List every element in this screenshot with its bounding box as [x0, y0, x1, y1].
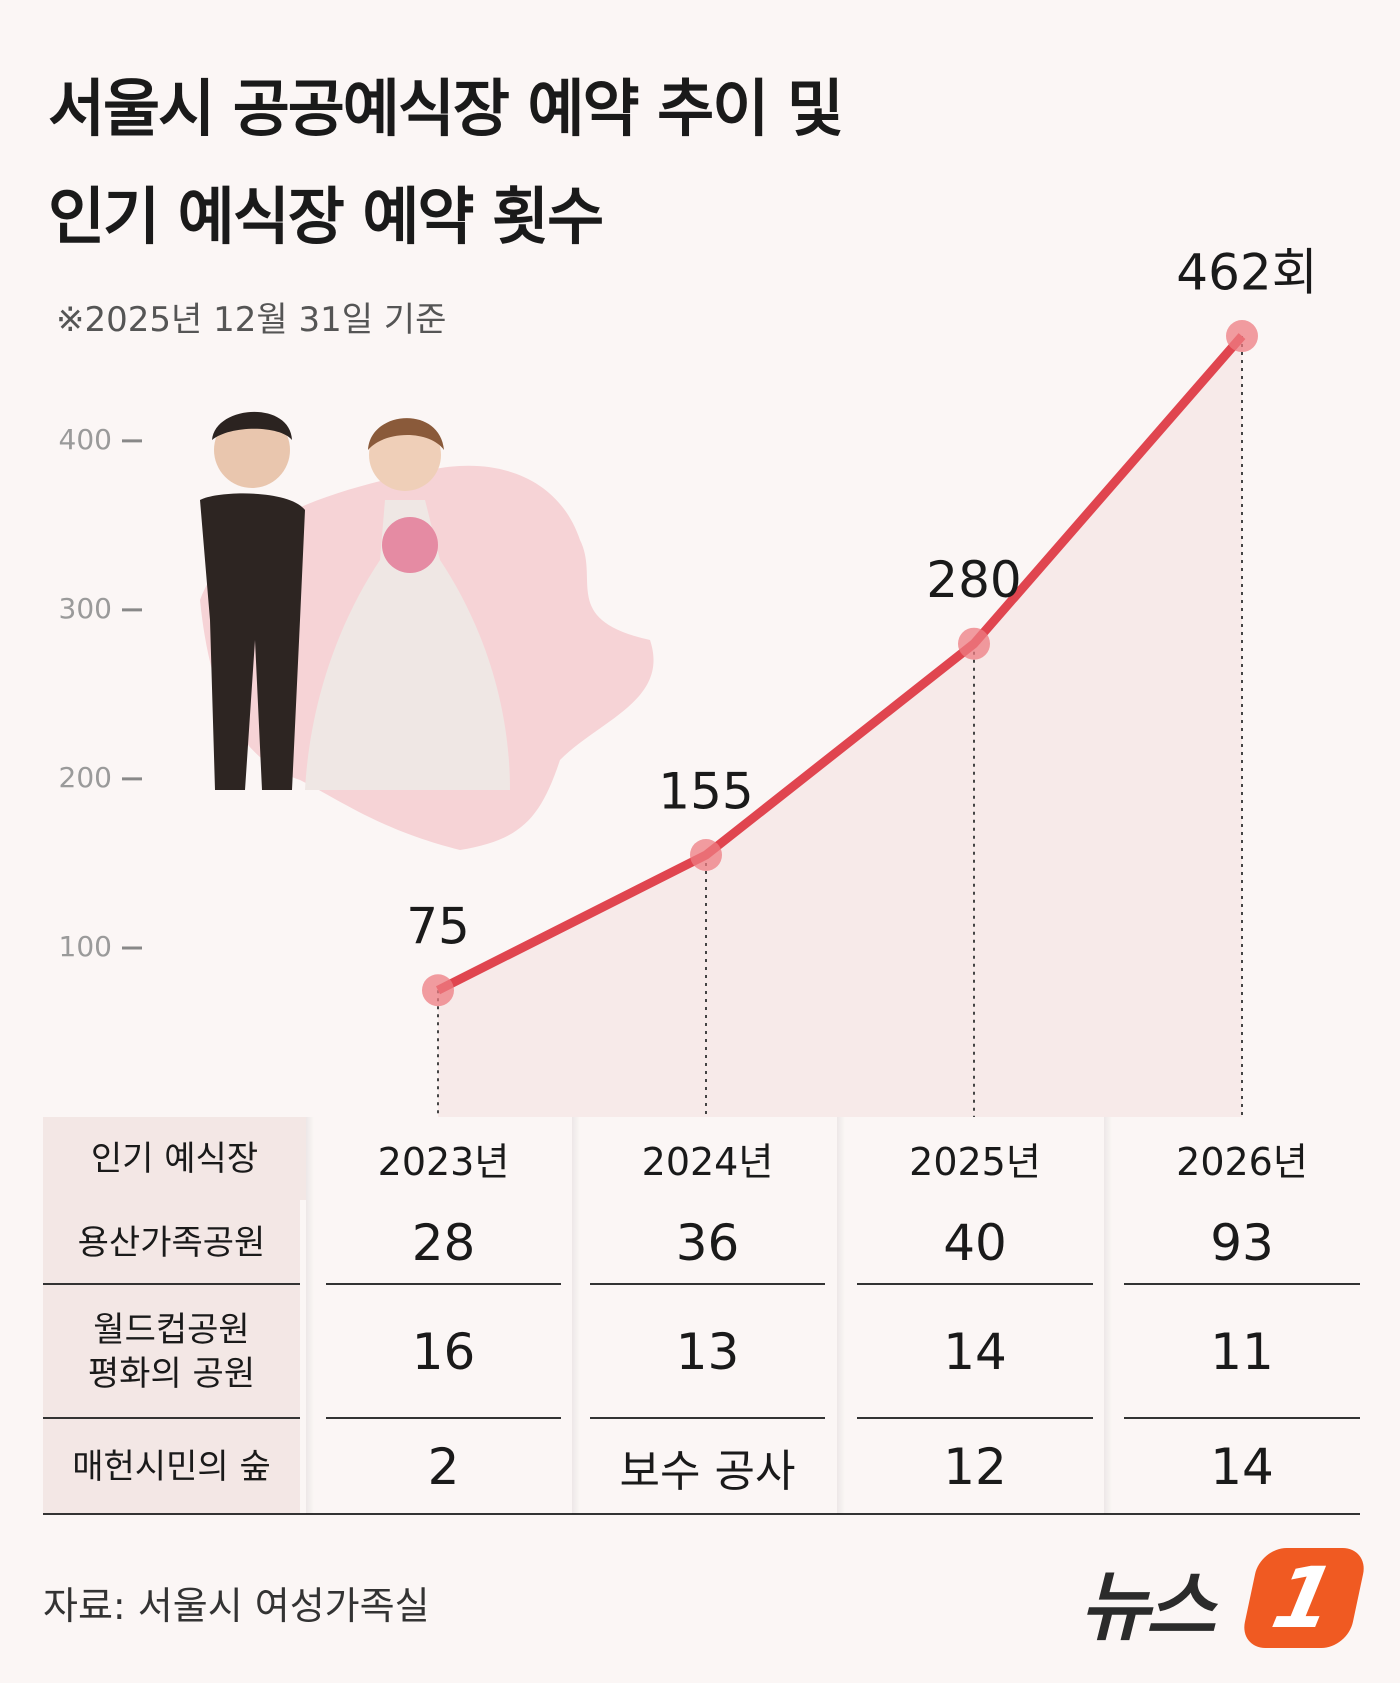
subtitle: ※2025년 12월 31일 기준 — [56, 300, 447, 340]
table-cell: 보수 공사 — [619, 1445, 796, 1497]
source: 자료: 서울시 여성가족실 — [43, 1584, 430, 1628]
row-label: 월드컵공원 평화의 공원 — [43, 1285, 300, 1419]
line — [435, 333, 1246, 995]
row-rule — [43, 1417, 300, 1419]
y-tick-label: 300 — [59, 592, 112, 625]
area — [438, 336, 1242, 1117]
row-rule — [590, 1417, 825, 1419]
y-tick-label: 400 — [59, 423, 112, 456]
header-cell: 2026년 — [1176, 1140, 1308, 1184]
row-rule — [43, 1513, 1360, 1515]
logo: 뉴스 — [1080, 1562, 1216, 1651]
value-label: 462회 — [1176, 244, 1317, 302]
value-label: 155 — [658, 762, 753, 820]
row-rule — [1124, 1417, 1360, 1419]
table-cell: 36 — [675, 1213, 740, 1272]
header-cell: 2025년 — [909, 1140, 1041, 1184]
table-cell: 28 — [411, 1213, 476, 1272]
title: 서울시 공공예식장 예약 추이 및 인기 예식장 예약 횟수 — [48, 72, 844, 253]
couple-illustration — [200, 411, 510, 790]
row-rule — [857, 1283, 1093, 1285]
table-cell: 12 — [943, 1437, 1007, 1496]
value-label: 75 — [406, 898, 470, 956]
value-label: 280 — [926, 551, 1021, 609]
point — [422, 974, 454, 1007]
table-cell: 16 — [411, 1323, 476, 1381]
row-rule — [1124, 1283, 1360, 1285]
row-rule — [326, 1283, 561, 1285]
point — [1226, 320, 1258, 353]
table-cell: 14 — [943, 1323, 1007, 1381]
column-shadow — [837, 1117, 845, 1514]
table-cell: 13 — [675, 1323, 740, 1381]
column-shadow — [1104, 1117, 1112, 1514]
row-rule — [43, 1283, 300, 1285]
row-label: 매헌시민의 숲 — [43, 1419, 300, 1514]
row-rule — [326, 1417, 561, 1419]
y-tick-label: 200 — [59, 761, 112, 794]
y-tick-label: 100 — [59, 930, 112, 963]
row-rule — [590, 1283, 825, 1285]
column-shadow — [572, 1117, 580, 1514]
column-shadow — [306, 1117, 314, 1514]
header-cell: 2023년 — [377, 1140, 510, 1184]
header-cell: 인기 예식장 — [43, 1117, 306, 1200]
point — [958, 627, 990, 660]
row-rule — [857, 1417, 1093, 1419]
row-label: 용산가족공원 — [43, 1200, 300, 1285]
header-cell: 2024년 — [641, 1140, 774, 1184]
table-cell: 14 — [1210, 1437, 1274, 1496]
table-cell: 2 — [427, 1437, 460, 1496]
point — [690, 838, 722, 871]
table-cell: 93 — [1210, 1213, 1274, 1272]
table-cell: 11 — [1210, 1323, 1274, 1381]
table-cell: 40 — [943, 1213, 1007, 1272]
